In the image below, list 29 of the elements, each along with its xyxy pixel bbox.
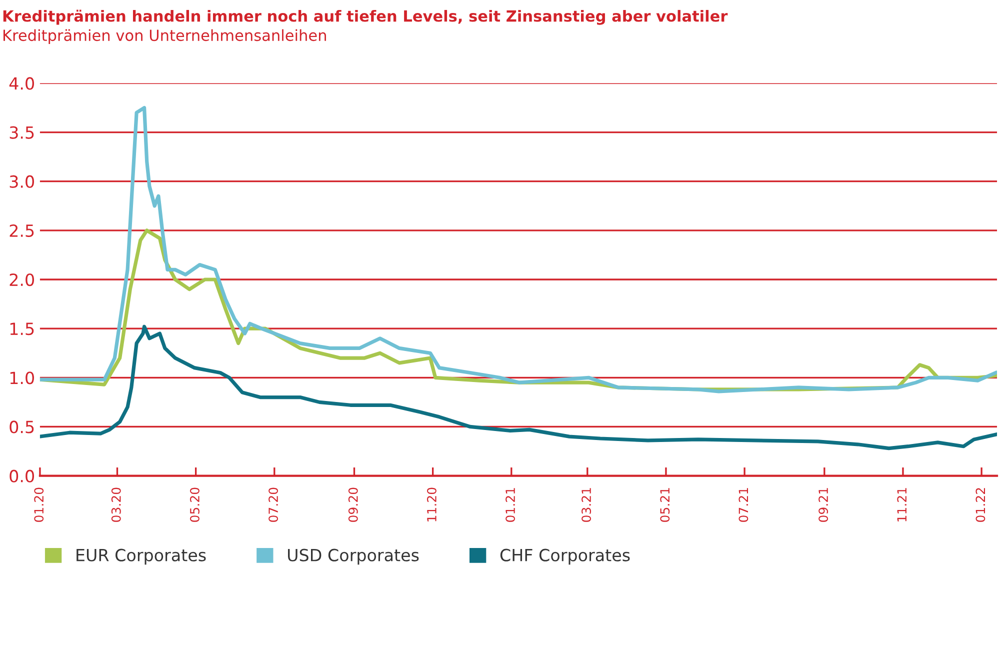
x-tick-label: 05.21	[660, 488, 670, 522]
x-tick-label: 11.21	[897, 488, 906, 522]
y-tick-label: 4.0	[9, 77, 34, 90]
x-tick-label: 03.21	[582, 488, 592, 522]
line-series	[40, 324, 997, 450]
chart-subtitle: Kreditprämien von Unternehmensanleihen	[3, 29, 326, 44]
x-tick-label: 01.22	[976, 488, 986, 522]
y-tick-label: 0.0	[10, 470, 34, 482]
legend-label: EUR Corporates	[76, 548, 206, 565]
chart-title: Kreditprämien handeln immer noch auf tiefen Levels, seit Zinsanstieg aber volatiler	[3, 10, 728, 25]
y-tick-label: 0.5	[10, 420, 34, 434]
y-tick-label: 2.0	[10, 273, 34, 286]
y-tick-label: 1.0	[10, 372, 34, 384]
x-tick-label: 09.20	[348, 488, 358, 522]
y-tick-label: 2.5	[10, 224, 34, 237]
y-tick-label: 3.5	[10, 126, 34, 139]
x-tick-label: 07.21	[738, 488, 748, 522]
legend-label: CHF Corporates	[500, 548, 630, 565]
y-tick-label: 1.5	[10, 322, 34, 336]
x-tick-label: 09.21	[818, 488, 828, 522]
x-tick-label: 11.20	[426, 488, 436, 522]
x-tick-label: 05.20	[190, 488, 200, 522]
x-tick-label: 03.20	[111, 488, 121, 522]
y-tick-label: 3.0	[10, 175, 34, 188]
legend-label: USD Corporates	[288, 548, 419, 565]
x-tick-label: 01.21	[506, 488, 516, 522]
x-tick-label: 07.20	[268, 488, 278, 522]
x-tick-label: 01.20	[34, 488, 44, 522]
line-series	[40, 106, 997, 394]
